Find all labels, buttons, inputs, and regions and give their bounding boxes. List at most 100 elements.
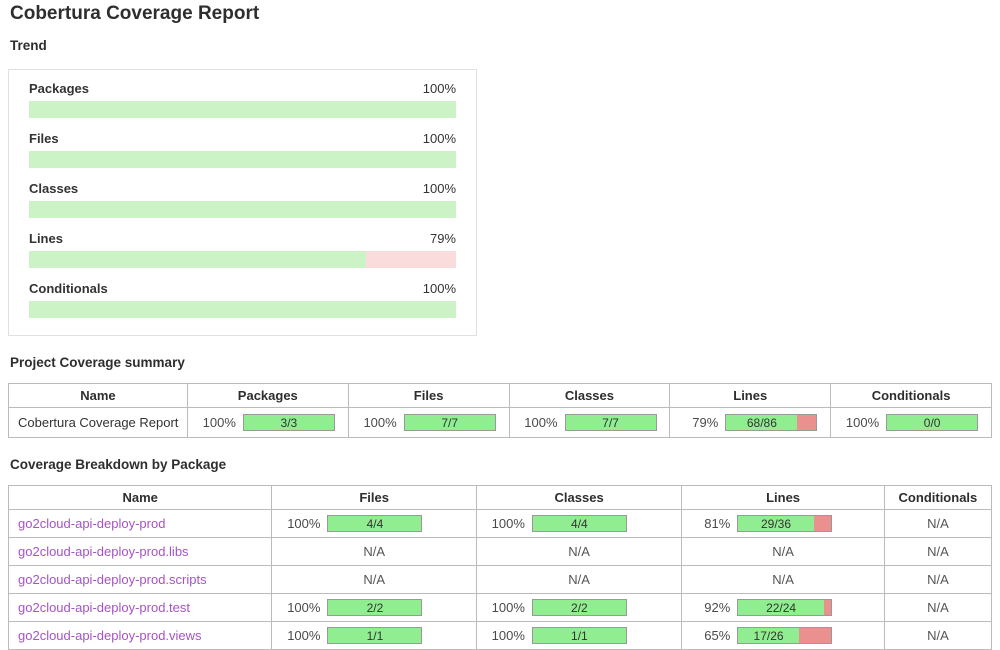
coverage-percent: 100%	[845, 415, 880, 430]
column-header-name: Name	[8, 383, 188, 408]
trend-label: Conditionals	[29, 281, 108, 296]
breakdown-header-row: Name Files Classes Lines Conditionals	[7, 485, 993, 510]
coverage-ratio: 1/1	[532, 628, 626, 643]
package-link[interactable]: go2cloud-api-deploy-prod.scripts	[18, 572, 207, 587]
files-cell: N/A	[271, 537, 477, 566]
package-row: go2cloud-api-deploy-prod 100% 4/4 100% 4…	[7, 509, 993, 538]
coverage-percent: 100%	[287, 516, 321, 531]
package-link[interactable]: go2cloud-api-deploy-prod.libs	[18, 544, 189, 559]
summary-lines-cell: 79% 68/86	[669, 407, 832, 438]
trend-label: Classes	[29, 181, 79, 196]
trend-row-conditionals: Conditionals 100%	[29, 281, 456, 318]
trend-percent: 100%	[422, 281, 456, 296]
column-header-classes: Classes	[508, 383, 671, 408]
column-header-lines: Lines	[669, 383, 832, 408]
column-header-files: Files	[347, 383, 510, 408]
trend-coverage-bar	[29, 301, 456, 318]
conditionals-cell: N/A	[883, 509, 993, 538]
coverage-bar: 7/7	[564, 414, 657, 431]
coverage-bar: 2/2	[327, 599, 423, 616]
summary-files-cell: 100% 7/7	[347, 407, 510, 438]
column-header-lines: Lines	[681, 485, 885, 510]
coverage-ratio: 7/7	[404, 415, 495, 430]
trend-percent: 100%	[422, 181, 456, 196]
coverage-ratio: 2/2	[532, 600, 626, 615]
summary-heading: Project Coverage summary	[10, 355, 185, 370]
trend-percent: 100%	[422, 81, 456, 96]
lines-cell: 81% 29/36	[681, 509, 885, 538]
summary-conditionals-cell: 100% 0/0	[830, 407, 992, 438]
files-cell: N/A	[271, 565, 477, 594]
files-cell: 100% 1/1	[271, 621, 477, 650]
summary-data-row: Cobertura Coverage Report 100% 3/3 100% …	[8, 407, 992, 438]
summary-packages-cell: 100% 3/3	[186, 407, 349, 438]
package-link[interactable]: go2cloud-api-deploy-prod	[18, 516, 166, 531]
package-row: go2cloud-api-deploy-prod.test 100% 2/2 1…	[7, 593, 993, 622]
coverage-percent: 100%	[524, 415, 558, 430]
lines-cell: N/A	[681, 565, 885, 594]
package-link[interactable]: go2cloud-api-deploy-prod.views	[18, 628, 202, 643]
package-row: go2cloud-api-deploy-prod.libs N/A N/A N/…	[7, 537, 993, 566]
coverage-breakdown-table: Name Files Classes Lines Conditionals go…	[7, 485, 993, 650]
trend-row-classes: Classes 100%	[29, 181, 456, 218]
package-link[interactable]: go2cloud-api-deploy-prod.test	[18, 600, 190, 615]
classes-cell: N/A	[475, 565, 683, 594]
coverage-ratio: 1/1	[328, 628, 422, 643]
column-header-conditionals: Conditionals	[830, 383, 992, 408]
conditionals-cell: N/A	[883, 593, 993, 622]
summary-classes-cell: 100% 7/7	[508, 407, 671, 438]
coverage-bar: 0/0	[886, 414, 979, 431]
coverage-percent: 100%	[491, 516, 525, 531]
coverage-percent: 100%	[202, 415, 236, 430]
coverage-bar: 4/4	[531, 515, 627, 532]
coverage-percent: 100%	[363, 415, 397, 430]
column-header-files: Files	[271, 485, 477, 510]
conditionals-cell: N/A	[883, 565, 993, 594]
files-cell: 100% 4/4	[271, 509, 477, 538]
trend-label: Packages	[29, 81, 89, 96]
coverage-ratio: 22/24	[738, 600, 824, 615]
column-header-conditionals: Conditionals	[883, 485, 993, 510]
page-title: Cobertura Coverage Report	[10, 3, 260, 24]
coverage-percent: 100%	[287, 600, 321, 615]
coverage-ratio: 3/3	[243, 415, 334, 430]
coverage-ratio: 29/36	[738, 516, 814, 531]
coverage-bar: 1/1	[327, 627, 423, 644]
coverage-percent: 92%	[704, 600, 731, 615]
coverage-ratio: 68/86	[726, 415, 798, 430]
coverage-percent: 81%	[704, 516, 731, 531]
conditionals-cell: N/A	[883, 621, 993, 650]
trend-coverage-bar	[29, 101, 456, 118]
project-coverage-summary-table: Name Packages Files Classes Lines Condit…	[8, 383, 992, 438]
trend-label: Files	[29, 131, 59, 146]
coverage-percent: 79%	[692, 415, 719, 430]
lines-cell: N/A	[681, 537, 885, 566]
coverage-percent: 65%	[704, 628, 731, 643]
coverage-bar: 29/36	[737, 515, 833, 532]
coverage-bar: 68/86	[725, 414, 818, 431]
trend-row-files: Files 100%	[29, 131, 456, 168]
coverage-bar: 1/1	[531, 627, 627, 644]
trend-chart-panel: Packages 100% Files 100% Classes 100% Li…	[8, 69, 477, 336]
trend-row-lines: Lines 79%	[29, 231, 456, 268]
lines-cell: 92% 22/24	[681, 593, 885, 622]
column-header-name: Name	[7, 485, 273, 510]
column-header-packages: Packages	[186, 383, 349, 408]
summary-header-row: Name Packages Files Classes Lines Condit…	[8, 383, 992, 408]
package-row: go2cloud-api-deploy-prod.views 100% 1/1 …	[7, 621, 993, 650]
column-header-classes: Classes	[475, 485, 683, 510]
coverage-bar: 3/3	[242, 414, 335, 431]
breakdown-heading: Coverage Breakdown by Package	[10, 457, 227, 472]
classes-cell: N/A	[475, 537, 683, 566]
classes-cell: 100% 1/1	[475, 621, 683, 650]
summary-report-name: Cobertura Coverage Report	[8, 407, 188, 438]
conditionals-cell: N/A	[883, 537, 993, 566]
trend-percent: 79%	[429, 231, 456, 246]
trend-coverage-bar	[29, 201, 456, 218]
coverage-ratio: 7/7	[565, 415, 656, 430]
classes-cell: 100% 4/4	[475, 509, 683, 538]
coverage-bar: 17/26	[737, 627, 833, 644]
coverage-ratio: 2/2	[328, 600, 422, 615]
coverage-bar: 22/24	[737, 599, 833, 616]
coverage-ratio: 4/4	[328, 516, 422, 531]
